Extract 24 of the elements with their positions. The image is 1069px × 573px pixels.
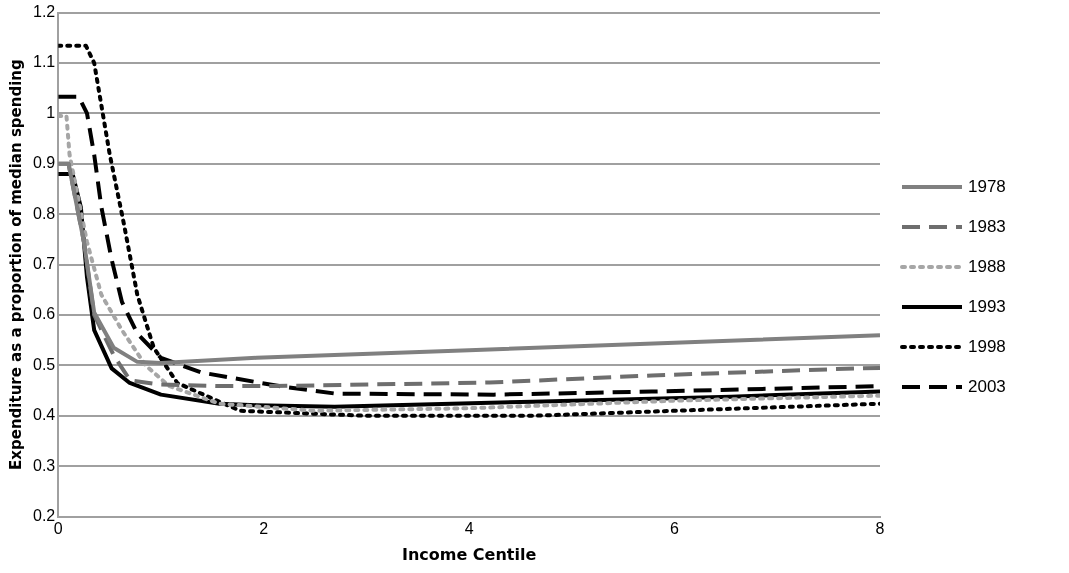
y-tick-label: 0.7: [32, 255, 56, 273]
x-tick-label: 6: [670, 519, 680, 537]
legend-label: 2003: [968, 376, 1006, 397]
legend-label: 1983: [968, 216, 1006, 237]
y-tick-label: 0.3: [32, 456, 56, 474]
y-tick-label: 0.8: [32, 204, 56, 222]
y-tick-label: 0.6: [32, 305, 56, 323]
y-tick-label: 1.1: [32, 53, 56, 71]
legend-label: 1978: [968, 176, 1006, 197]
y-tick-label: 0.4: [32, 406, 56, 424]
legend-label: 1998: [968, 336, 1006, 357]
y-tick-label: 0.9: [32, 154, 56, 172]
y-tick-label: 1.2: [32, 3, 56, 21]
y-axis-title: Expenditure as a proportion of median spending: [6, 59, 25, 470]
y-tick-label: 0.5: [32, 355, 56, 373]
line-series: [58, 43, 880, 418]
x-tick-label: 8: [875, 519, 885, 537]
legend-label: 1993: [968, 296, 1006, 317]
y-tick-label: 1: [46, 103, 56, 121]
x-axis-title: Income Centile: [401, 544, 537, 564]
x-tick-label: 2: [259, 519, 269, 537]
x-tick-label: 4: [464, 519, 474, 537]
legend-label: 1988: [968, 256, 1006, 277]
y-tick-label: 0.2: [32, 507, 56, 525]
